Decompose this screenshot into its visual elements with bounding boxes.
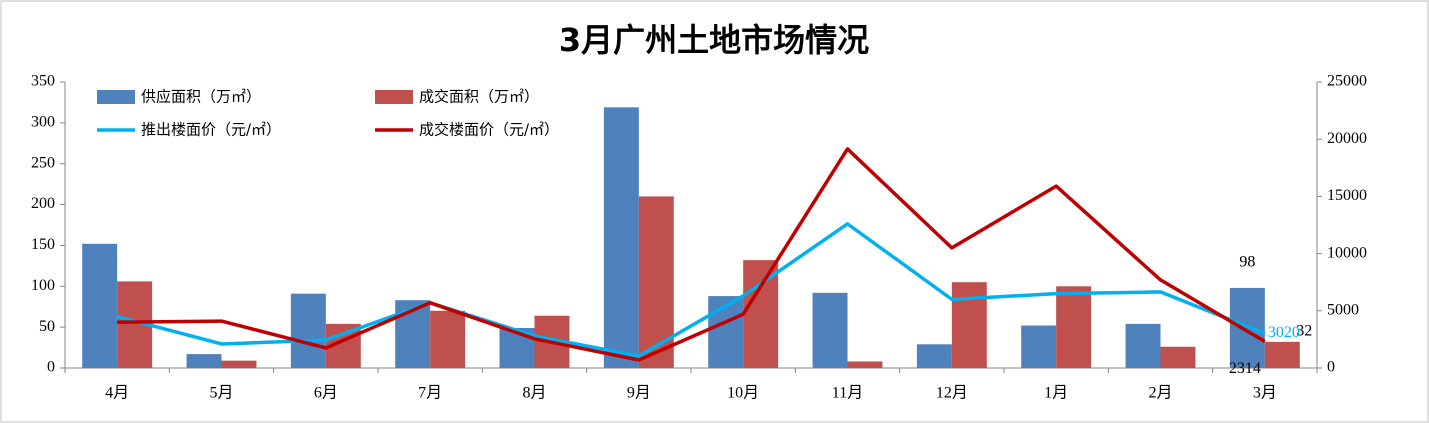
chart-title: 3月广州土地市场情况 (559, 21, 869, 59)
legend-label: 成交楼面价（元/㎡） (419, 121, 559, 139)
bar (812, 292, 848, 368)
x-tick-label: 10月 (727, 385, 759, 402)
y-tick-label: 50 (39, 318, 55, 335)
bar (951, 282, 987, 368)
data-label: 3020 (1268, 324, 1300, 341)
y-tick-label: 150 (31, 236, 55, 253)
legend-swatch (375, 90, 413, 104)
bar (916, 344, 952, 368)
line (116, 222, 1266, 358)
y-tick-label: 250 (31, 154, 55, 171)
y2-tick-label: 25000 (1327, 73, 1367, 90)
y-tick-label: 0 (47, 359, 55, 376)
x-tick-label: 5月 (209, 385, 233, 402)
legend-label: 成交面积（万㎡） (419, 88, 539, 106)
line (117, 147, 1266, 362)
x-tick-label: 12月 (936, 385, 968, 402)
x-tick-label: 9月 (627, 385, 651, 402)
bar (290, 293, 326, 368)
bar (708, 296, 744, 368)
bar (1264, 341, 1300, 368)
bar (82, 243, 118, 368)
y-tick-label: 350 (31, 73, 55, 90)
x-tick-label: 11月 (832, 385, 863, 402)
bar (847, 361, 883, 368)
y-tick-label: 200 (31, 195, 55, 212)
y-tick-label: 300 (31, 114, 55, 131)
x-tick-label: 1月 (1044, 385, 1068, 402)
legend-label: 推出楼面价（元/㎡） (141, 121, 281, 139)
bar (638, 196, 674, 368)
data-label: 32 (1296, 323, 1312, 340)
x-tick-label: 7月 (418, 385, 442, 402)
bar (743, 260, 779, 368)
y2-tick-label: 0 (1327, 359, 1335, 376)
x-tick-label: 2月 (1148, 385, 1172, 402)
y2-tick-label: 5000 (1327, 301, 1359, 318)
x-tick-label: 8月 (522, 385, 546, 402)
legend-swatch (97, 90, 135, 104)
bar (1021, 325, 1057, 368)
bar (430, 310, 466, 368)
y-tick-label: 100 (31, 277, 55, 294)
bar (603, 107, 639, 369)
x-tick-label: 4月 (105, 385, 129, 402)
bar (1160, 346, 1196, 368)
y2-tick-label: 10000 (1327, 244, 1367, 261)
data-label: 98 (1239, 254, 1255, 271)
bar (1056, 286, 1092, 368)
legend-label: 供应面积（万㎡） (141, 88, 261, 106)
data-label: 2314 (1229, 360, 1261, 377)
y2-tick-label: 15000 (1327, 187, 1367, 204)
x-tick-label: 3月 (1253, 385, 1277, 402)
bar (1125, 323, 1161, 368)
bar (186, 354, 222, 368)
y2-tick-label: 20000 (1327, 130, 1367, 147)
x-tick-label: 6月 (314, 385, 338, 402)
bar (221, 360, 257, 368)
